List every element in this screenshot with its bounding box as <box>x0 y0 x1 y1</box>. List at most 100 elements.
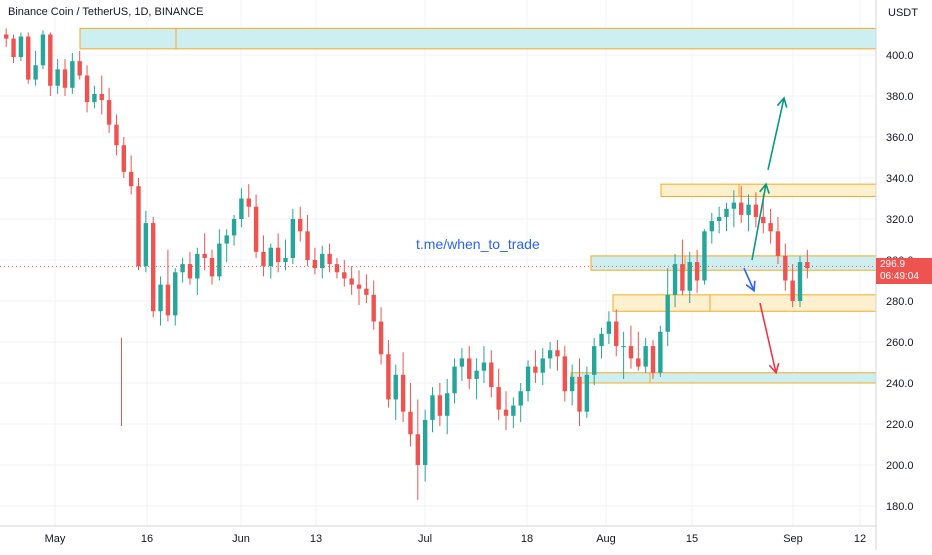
candle-body <box>599 333 604 347</box>
candle-body <box>775 231 781 256</box>
arrow-up-green-2 <box>767 97 785 170</box>
x-tick-label: 18 <box>521 533 533 545</box>
last-price-badge: 296.9 06:49:04 <box>876 258 932 284</box>
candle-body <box>658 331 663 373</box>
candle-body <box>202 253 207 258</box>
candle-body <box>584 374 590 412</box>
candle-body <box>569 376 575 392</box>
candle-body <box>533 366 538 373</box>
candle-body <box>62 69 68 88</box>
candle-body <box>268 247 273 267</box>
candle-body <box>731 202 737 209</box>
candle-body <box>209 257 215 277</box>
arrow-up-green-1-head <box>759 182 770 194</box>
candle-body <box>356 284 362 289</box>
candle-body <box>680 264 685 291</box>
candle-body <box>547 350 553 359</box>
candle-body <box>797 262 803 301</box>
candle-body <box>783 255 788 281</box>
y-tick-label: 360.0 <box>886 132 914 144</box>
y-tick-label: 320.0 <box>886 214 914 226</box>
candle-body <box>650 346 656 373</box>
candle-body <box>525 366 531 392</box>
candle-body <box>18 36 24 58</box>
candle-body <box>165 284 171 316</box>
candle-body <box>459 358 465 367</box>
y-tick-label: 240.0 <box>886 378 914 390</box>
zone-resistance-top <box>79 27 877 50</box>
candle-body <box>224 235 229 244</box>
arrow-down-blue-head <box>745 280 756 293</box>
candle-body <box>55 69 60 86</box>
candle-body <box>606 321 612 334</box>
arrow-down-blue <box>743 267 755 292</box>
chart-title: Binance Coin / TetherUS, 1D, BINANCE <box>8 6 204 18</box>
y-tick-label: 380.0 <box>886 91 914 103</box>
arrow-down-red <box>759 302 777 373</box>
candle-body <box>378 321 384 355</box>
candle-body <box>33 65 38 80</box>
candle-body <box>716 216 722 222</box>
watermark-link[interactable]: t.me/when_to_trade <box>416 236 540 252</box>
candle-body <box>173 272 178 316</box>
candle-body <box>805 262 810 269</box>
x-tick-label: Aug <box>596 533 616 545</box>
candle-body <box>467 358 472 379</box>
arrow-down-red-head <box>768 362 780 375</box>
candle-body <box>195 253 200 279</box>
candle-body <box>445 393 450 416</box>
candle-body <box>562 356 567 392</box>
candle-body <box>694 262 700 281</box>
candle-body <box>621 346 626 348</box>
candle-body <box>518 391 523 406</box>
candle-body <box>26 36 31 80</box>
candle-body <box>283 257 288 263</box>
candle-body <box>40 34 46 66</box>
candle-body <box>143 223 149 267</box>
x-tick-label: 16 <box>141 533 153 545</box>
candle-body <box>239 198 244 219</box>
candle-body <box>628 346 634 359</box>
candle-body <box>261 251 266 267</box>
candle-body <box>217 243 222 277</box>
candle-body <box>114 124 119 146</box>
candle-body <box>77 61 82 76</box>
last-price-value: 296.9 <box>880 259 906 270</box>
candle-body <box>99 93 104 101</box>
candle-body <box>687 262 692 291</box>
candle-body <box>180 264 185 273</box>
y-tick-label: 260.0 <box>886 337 914 349</box>
candle-body <box>334 264 340 273</box>
zone-support-mid <box>612 294 877 312</box>
candle-body <box>481 362 487 371</box>
candle-body <box>246 198 251 207</box>
candle-body <box>371 294 376 322</box>
candle-body <box>665 294 670 332</box>
candle-body <box>430 395 435 420</box>
candle-body <box>489 362 494 388</box>
x-tick-label: Jul <box>418 533 432 545</box>
candle-body <box>400 374 406 412</box>
x-tick-label: May <box>45 533 66 545</box>
candle-body <box>151 223 156 312</box>
candle-body <box>739 202 744 215</box>
candle-body <box>4 34 9 39</box>
candle-body <box>320 253 325 269</box>
candle-body <box>496 387 501 410</box>
candle-body <box>511 405 516 416</box>
x-tick-label: Sep <box>783 533 803 545</box>
candle-body <box>592 346 597 375</box>
candle-body <box>364 288 369 295</box>
last-price-countdown: 06:49:04 <box>880 271 919 282</box>
y-tick-label: 220.0 <box>886 419 914 431</box>
candle-body <box>312 260 318 269</box>
y-tick-label: 340.0 <box>886 173 914 185</box>
zone-current-range <box>590 255 877 271</box>
y-tick-label: 400.0 <box>886 50 914 62</box>
x-tick-label: 13 <box>310 533 322 545</box>
candle-body <box>540 358 545 373</box>
candle-body <box>393 374 398 400</box>
candle-body <box>305 231 310 260</box>
currency-label: USDT <box>888 7 918 19</box>
